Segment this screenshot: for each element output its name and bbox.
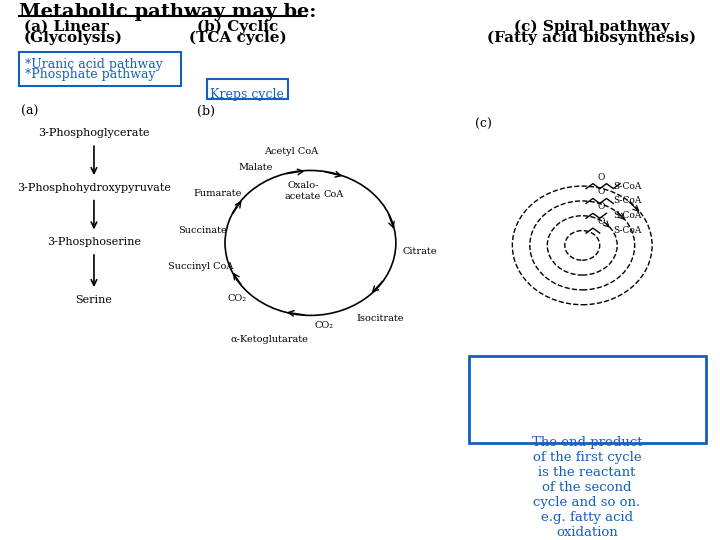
- Text: Kreps cycle: Kreps cycle: [210, 88, 284, 101]
- Text: O: O: [598, 217, 606, 226]
- Text: (a): (a): [21, 105, 39, 118]
- Text: Serine: Serine: [76, 295, 112, 305]
- Text: (c): (c): [475, 118, 492, 131]
- Text: Isocitrate: Isocitrate: [356, 314, 404, 323]
- Text: Citrate: Citrate: [402, 247, 436, 255]
- Text: (TCA cycle): (TCA cycle): [189, 30, 287, 45]
- Text: α-Ketoglutarate: α-Ketoglutarate: [230, 335, 308, 344]
- Text: (b) Cyclic: (b) Cyclic: [197, 20, 278, 34]
- Text: Malate: Malate: [238, 164, 272, 172]
- Text: The end product
of the first cycle
is the reactant
of the second
cycle and so on: The end product of the first cycle is th…: [532, 436, 642, 539]
- Text: (Fatty acid biosynthesis): (Fatty acid biosynthesis): [487, 30, 696, 45]
- Text: *Uranic acid pathway: *Uranic acid pathway: [25, 58, 163, 71]
- Text: S-CoA: S-CoA: [613, 226, 642, 235]
- Text: Acetyl CoA: Acetyl CoA: [264, 147, 318, 156]
- Text: S-CoA: S-CoA: [613, 181, 642, 191]
- Text: (c) Spiral pathway: (c) Spiral pathway: [514, 20, 670, 34]
- Text: (b): (b): [197, 105, 215, 118]
- Text: S-CoA: S-CoA: [613, 197, 642, 205]
- Text: CO₂: CO₂: [315, 321, 333, 330]
- Text: 3-Phosphohydroxypyruvate: 3-Phosphohydroxypyruvate: [17, 183, 171, 193]
- Text: Fumarate: Fumarate: [194, 190, 242, 198]
- Text: (Glycolysis): (Glycolysis): [24, 30, 123, 45]
- FancyBboxPatch shape: [469, 356, 706, 443]
- Text: O: O: [598, 187, 606, 197]
- Text: O: O: [598, 173, 606, 181]
- Text: S-CoA: S-CoA: [613, 211, 642, 220]
- Text: 3-Phosphoglycerate: 3-Phosphoglycerate: [38, 129, 150, 138]
- Text: CO₂: CO₂: [228, 294, 247, 303]
- Text: CoA: CoA: [323, 190, 343, 199]
- Text: O: O: [598, 202, 606, 211]
- FancyBboxPatch shape: [207, 79, 288, 99]
- Text: *Phosphate pathway: *Phosphate pathway: [25, 69, 156, 82]
- Text: Succinate: Succinate: [178, 226, 227, 234]
- Text: Oxalo-
acetate: Oxalo- acetate: [285, 181, 321, 201]
- Text: 3-Phosphoserine: 3-Phosphoserine: [47, 237, 141, 247]
- Text: (a) Linear: (a) Linear: [24, 20, 109, 34]
- FancyBboxPatch shape: [19, 52, 181, 86]
- Text: Metabolic pathway may be:: Metabolic pathway may be:: [19, 3, 317, 21]
- Text: Succinyl CoA: Succinyl CoA: [168, 261, 234, 271]
